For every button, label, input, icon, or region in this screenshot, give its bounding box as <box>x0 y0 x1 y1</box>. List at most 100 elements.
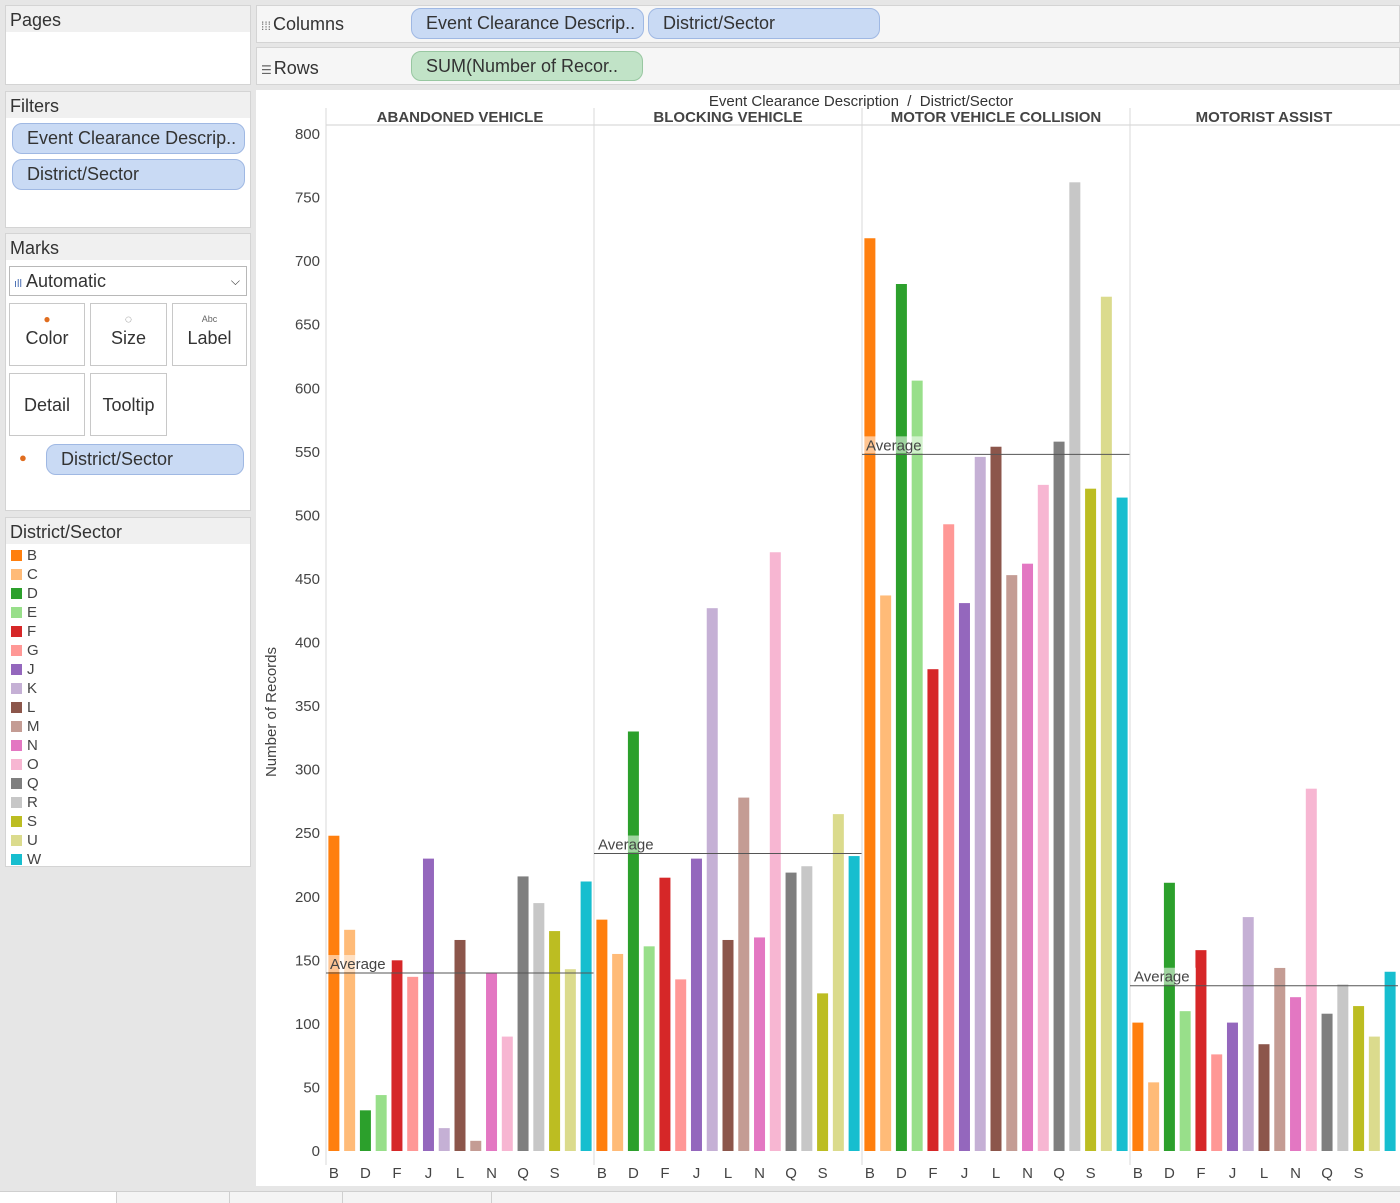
legend-item-o[interactable]: O <box>11 755 39 774</box>
label-button[interactable]: Abc Label <box>172 303 247 366</box>
bar-w[interactable] <box>1384 971 1396 1151</box>
bar-c[interactable] <box>612 953 624 1151</box>
legend-item-r[interactable]: R <box>11 793 38 812</box>
bar-u[interactable] <box>564 969 576 1151</box>
legend-item-f[interactable]: F <box>11 622 36 641</box>
bar-j[interactable] <box>690 858 702 1151</box>
legend-item-j[interactable]: J <box>11 660 35 679</box>
filter-pill-district-sector[interactable]: District/Sector <box>12 159 245 190</box>
bar-b[interactable] <box>864 238 876 1151</box>
legend-item-m[interactable]: M <box>11 717 40 736</box>
bar-r[interactable] <box>1337 984 1349 1151</box>
bar-q[interactable] <box>1321 1013 1333 1151</box>
columns-pill-district-sector[interactable]: District/Sector <box>648 8 880 39</box>
bar-s[interactable] <box>1353 1006 1365 1151</box>
bar-q[interactable] <box>785 872 797 1151</box>
bar-e[interactable] <box>911 380 923 1151</box>
sheet-tab[interactable] <box>230 1192 343 1203</box>
legend-item-q[interactable]: Q <box>11 774 39 793</box>
bar-b[interactable] <box>328 835 340 1151</box>
bar-e[interactable] <box>1179 1011 1191 1151</box>
legend-item-l[interactable]: L <box>11 698 35 717</box>
bar-u[interactable] <box>1368 1036 1380 1151</box>
chart-view[interactable]: Event Clearance Description / District/S… <box>256 90 1400 1186</box>
color-button[interactable]: ● Color <box>9 303 85 366</box>
bar-f[interactable] <box>659 877 671 1151</box>
bar-k[interactable] <box>438 1128 450 1151</box>
bar-n[interactable] <box>486 973 498 1151</box>
bar-f[interactable] <box>391 960 403 1151</box>
bar-j[interactable] <box>958 603 970 1151</box>
bar-s[interactable] <box>817 993 829 1151</box>
bar-e[interactable] <box>375 1095 387 1151</box>
bar-m[interactable] <box>470 1140 482 1151</box>
bar-d[interactable] <box>359 1110 371 1151</box>
legend-item-n[interactable]: N <box>11 736 38 755</box>
bar-r[interactable] <box>1069 182 1081 1151</box>
legend-item-b[interactable]: B <box>11 546 37 565</box>
bar-w[interactable] <box>580 881 592 1151</box>
bar-g[interactable] <box>943 524 955 1151</box>
size-button[interactable]: ◌ Size <box>90 303 167 366</box>
bar-e[interactable] <box>643 946 655 1151</box>
legend-item-s[interactable]: S <box>11 812 37 831</box>
bar-l[interactable] <box>454 939 466 1151</box>
columns-pill-event-clearance[interactable]: Event Clearance Descrip.. <box>411 8 644 39</box>
sheet-tab[interactable] <box>117 1192 230 1203</box>
legend-item-c[interactable]: C <box>11 565 38 584</box>
legend-item-d[interactable]: D <box>11 584 38 603</box>
bar-o[interactable] <box>1037 484 1049 1151</box>
bar-j[interactable] <box>1226 1022 1238 1151</box>
bar-u[interactable] <box>1100 296 1112 1152</box>
bar-k[interactable] <box>974 456 986 1152</box>
legend-item-u[interactable]: U <box>11 831 38 850</box>
bar-u[interactable] <box>832 814 844 1151</box>
sheet-tab-bar[interactable] <box>0 1191 1400 1203</box>
bar-g[interactable] <box>407 976 419 1151</box>
sheet-tab[interactable] <box>0 1192 117 1203</box>
bar-b[interactable] <box>596 919 608 1151</box>
bar-l[interactable] <box>1258 1044 1270 1151</box>
bar-n[interactable] <box>754 937 766 1151</box>
bar-f[interactable] <box>927 669 939 1151</box>
bar-w[interactable] <box>848 856 860 1151</box>
bar-r[interactable] <box>801 866 813 1151</box>
bar-chart[interactable]: Event Clearance Description / District/S… <box>256 90 1400 1186</box>
bar-m[interactable] <box>1006 575 1018 1151</box>
bar-g[interactable] <box>675 979 687 1151</box>
bar-c[interactable] <box>344 929 356 1151</box>
bar-s[interactable] <box>549 931 561 1151</box>
marks-color-pill[interactable]: District/Sector <box>46 444 244 475</box>
bar-j[interactable] <box>422 858 434 1151</box>
bar-n[interactable] <box>1022 563 1034 1151</box>
bar-l[interactable] <box>722 939 734 1151</box>
detail-button[interactable]: Detail <box>9 373 85 436</box>
pages-panel[interactable]: Pages <box>5 5 251 85</box>
bar-k[interactable] <box>1242 917 1254 1151</box>
bar-n[interactable] <box>1290 997 1302 1151</box>
legend-item-w[interactable]: W <box>11 850 41 869</box>
bar-r[interactable] <box>533 903 545 1151</box>
sheet-tab[interactable] <box>343 1192 492 1203</box>
bar-q[interactable] <box>1053 441 1065 1152</box>
bar-b[interactable] <box>1132 1022 1144 1151</box>
bar-c[interactable] <box>1148 1082 1160 1151</box>
legend-item-g[interactable]: G <box>11 641 39 660</box>
bar-c[interactable] <box>880 595 892 1151</box>
bar-g[interactable] <box>1211 1054 1223 1151</box>
bar-f[interactable] <box>1195 950 1207 1151</box>
bar-w[interactable] <box>1116 497 1128 1151</box>
bar-o[interactable] <box>1305 788 1317 1151</box>
bar-m[interactable] <box>1274 967 1286 1151</box>
tooltip-button[interactable]: Tooltip <box>90 373 167 436</box>
bar-s[interactable] <box>1085 488 1097 1152</box>
rows-pill-sum-records[interactable]: SUM(Number of Recor.. <box>411 51 643 81</box>
mark-type-dropdown[interactable]: ıll Automatic ⌵ <box>9 266 247 296</box>
bar-o[interactable] <box>501 1036 513 1151</box>
bar-d[interactable] <box>1163 882 1175 1151</box>
bar-m[interactable] <box>738 797 750 1151</box>
legend-item-k[interactable]: K <box>11 679 37 698</box>
bar-k[interactable] <box>706 608 718 1151</box>
filter-pill-event-clearance[interactable]: Event Clearance Descrip.. <box>12 123 245 154</box>
